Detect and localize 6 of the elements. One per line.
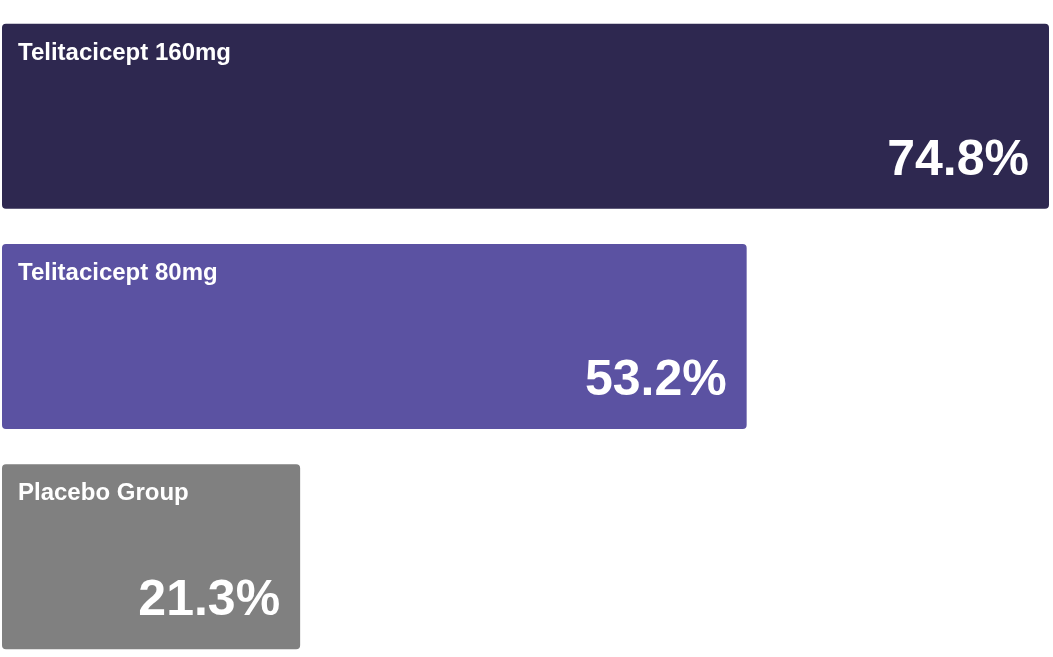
y-tick-label: Placebo Group: [18, 478, 189, 506]
y-tick-label: Telitacicept 160mg: [18, 37, 231, 65]
data-label: 53.2%: [584, 349, 727, 406]
data-label: 74.8%: [887, 129, 1029, 186]
y-tick-label: Telitacicept 80mg: [18, 257, 218, 285]
data-label: 21.3%: [138, 570, 281, 627]
